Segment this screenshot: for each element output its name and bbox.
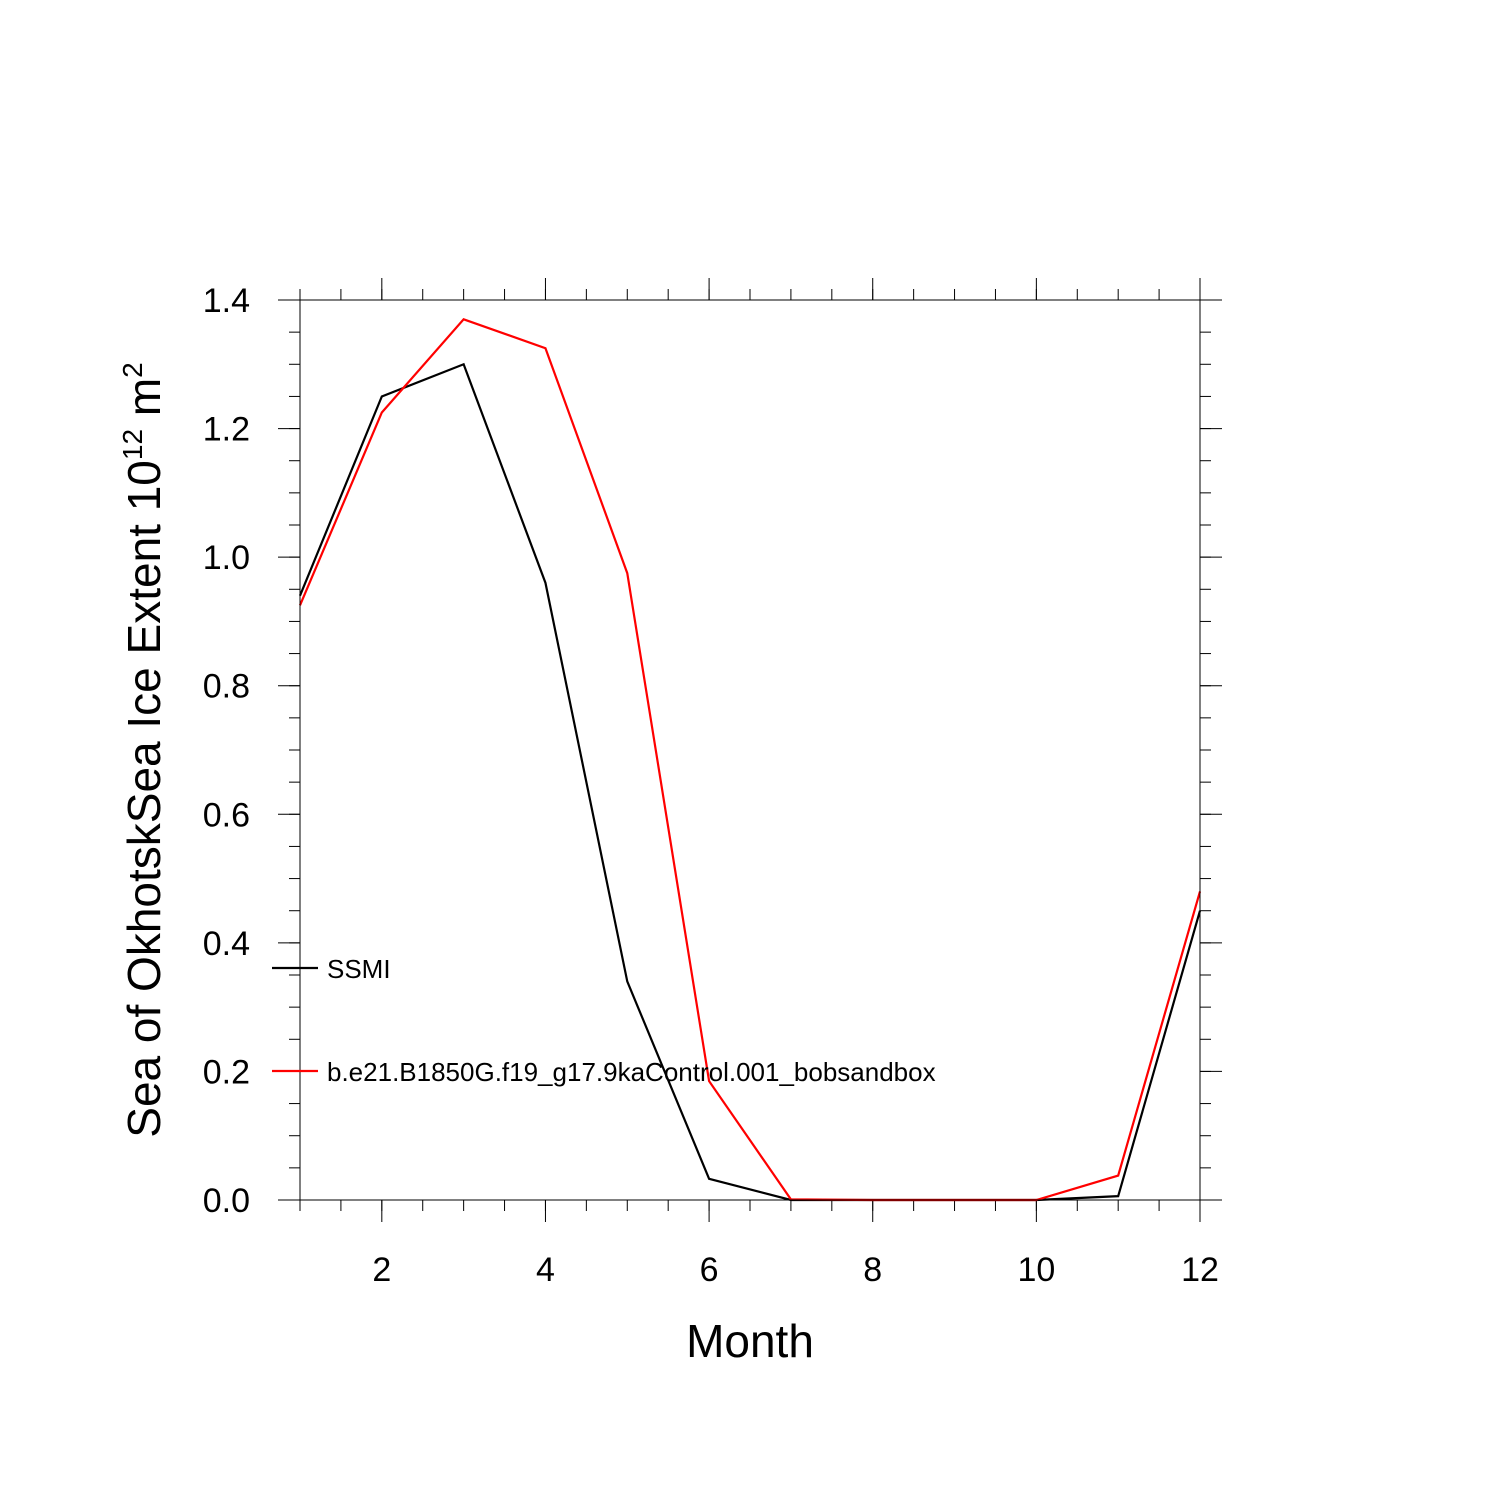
legend-label-2: b.e21.B1850G.f19_g17.9kaControl.001_bobs… — [327, 1057, 936, 1087]
y-axis-title-main: Sea of OkhotskSea Ice Extent 10 — [118, 460, 170, 1138]
x-tick-label: 6 — [700, 1251, 719, 1289]
y-tick-label: 0.8 — [203, 668, 250, 706]
y-axis-title: Sea of OkhotskSea Ice Extent 1012 m2 — [117, 362, 170, 1137]
y-tick-label: 1.2 — [203, 411, 250, 449]
y-tick-labels: 0.0 0.2 0.4 0.6 0.8 1.0 1.2 1.4 — [203, 282, 250, 1220]
x-tick-label: 8 — [863, 1251, 882, 1289]
y-axis-title-unit: m — [118, 378, 170, 429]
y-tick-label: 0.4 — [203, 925, 250, 963]
y-tick-label: 1.4 — [203, 282, 250, 320]
x-axis-title: Month — [686, 1315, 814, 1367]
x-tick-label: 4 — [536, 1251, 555, 1289]
plot-frame — [299, 299, 1201, 1201]
x-tick-labels: 2 4 6 8 10 12 — [372, 1251, 1219, 1289]
x-tick-label: 12 — [1181, 1251, 1219, 1289]
legend: SSMI b.e21.B1850G.f19_g17.9kaControl.001_… — [272, 954, 936, 1087]
x-tick-label: 10 — [1017, 1251, 1055, 1289]
y-tick-label: 0.6 — [203, 796, 250, 834]
x-tick-label: 2 — [372, 1251, 391, 1289]
major-ticks — [278, 278, 1222, 1222]
y-tick-label: 0.2 — [203, 1053, 250, 1091]
series-line-1 — [298, 362, 1202, 1202]
y-axis-title-unit-exponent: 2 — [117, 362, 148, 378]
series-lines — [298, 318, 1202, 1202]
series-line-2 — [298, 318, 1202, 1202]
y-tick-label: 0.0 — [203, 1182, 250, 1220]
y-tick-label: 1.0 — [203, 539, 250, 577]
y-axis-title-exponent: 12 — [117, 429, 148, 460]
legend-label-1: SSMI — [327, 954, 391, 984]
